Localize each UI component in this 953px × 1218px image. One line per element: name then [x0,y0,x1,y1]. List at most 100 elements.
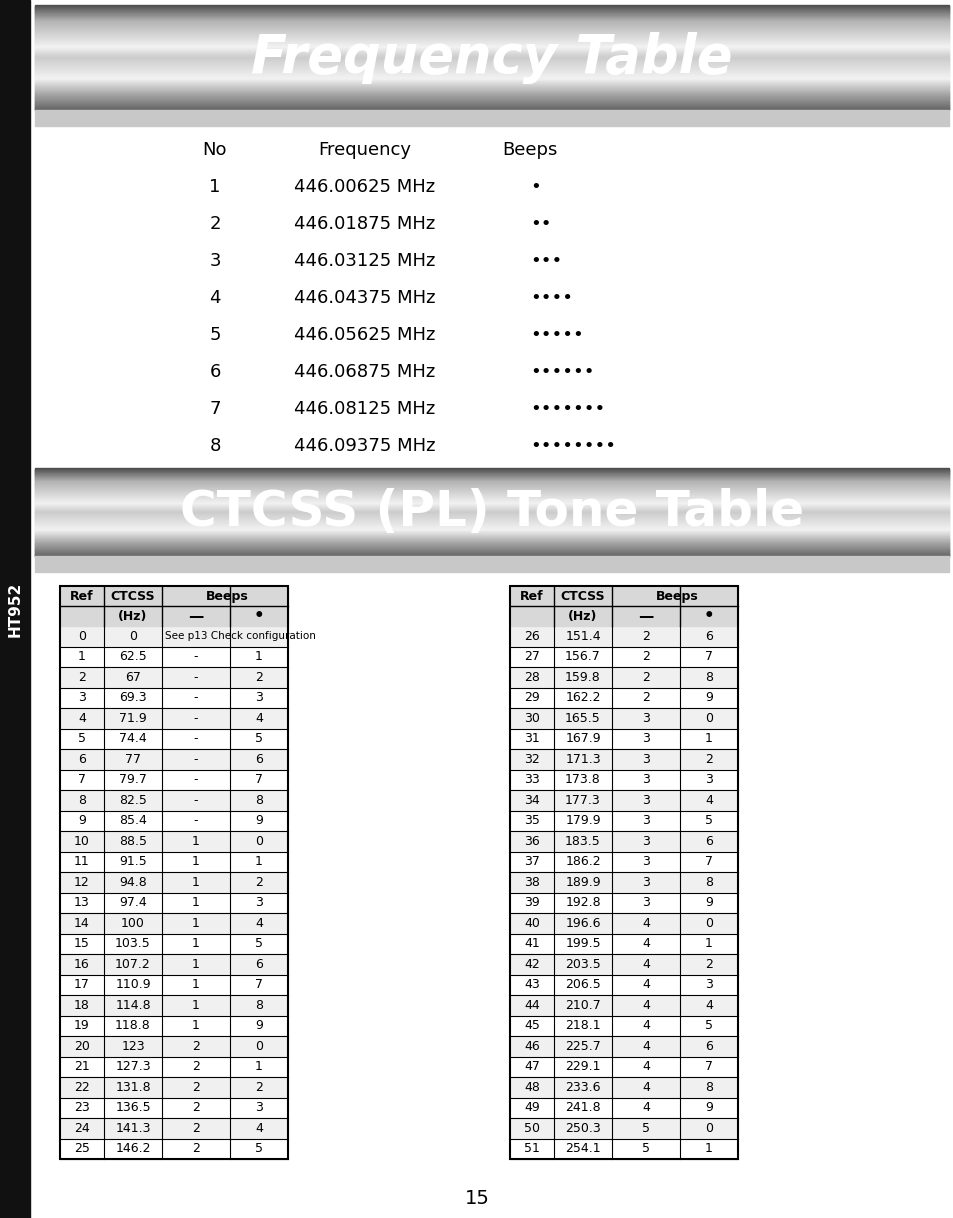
Bar [60,934,288,954]
Text: 7: 7 [704,855,712,868]
Text: 2: 2 [78,671,86,685]
Text: 3: 3 [641,732,649,745]
Bar [60,1057,288,1077]
Text: 21: 21 [74,1061,90,1073]
Text: 1: 1 [254,855,263,868]
Text: Beeps: Beeps [206,590,249,603]
Text: 91.5: 91.5 [119,855,147,868]
Text: 254.1: 254.1 [564,1142,600,1156]
Bar [60,667,288,688]
Bar [510,790,738,811]
Text: 446.08125 MHz: 446.08125 MHz [294,400,436,418]
Text: 4: 4 [641,1080,649,1094]
Text: 29: 29 [523,692,539,704]
Text: 42: 42 [523,957,539,971]
Text: 3: 3 [254,896,263,910]
Text: 17: 17 [74,978,90,991]
Bar [60,749,288,770]
Bar [60,831,288,851]
Text: 4: 4 [254,1122,263,1135]
Text: Ref: Ref [519,590,543,603]
Text: 5: 5 [704,1019,712,1033]
Text: 2: 2 [254,1080,263,1094]
Text: 94.8: 94.8 [119,876,147,889]
Text: 9: 9 [254,1019,263,1033]
Text: 100: 100 [121,917,145,931]
Text: 30: 30 [523,713,539,725]
Bar [510,995,738,1016]
Text: 1: 1 [192,855,200,868]
Text: 5: 5 [209,326,220,343]
Text: 7: 7 [254,978,263,991]
Text: 77: 77 [125,753,141,766]
Bar [60,974,288,995]
Bar [510,1016,738,1037]
Text: 1: 1 [192,836,200,848]
Text: •: • [530,178,540,196]
Bar [60,1097,288,1118]
Text: 9: 9 [254,815,263,827]
Bar [60,811,288,831]
Text: 9: 9 [78,815,86,827]
Text: 9: 9 [704,1101,712,1114]
Text: 6: 6 [704,1040,712,1052]
Text: 225.7: 225.7 [564,1040,600,1052]
Text: 31: 31 [523,732,539,745]
Text: 5: 5 [78,732,86,745]
Text: 41: 41 [523,938,539,950]
Text: 15: 15 [464,1189,489,1207]
Text: 24: 24 [74,1122,90,1135]
Bar [510,770,738,790]
Bar [510,708,738,728]
Text: 1: 1 [192,957,200,971]
Text: 79.7: 79.7 [119,773,147,787]
Text: 2: 2 [704,753,712,766]
Text: 3: 3 [641,815,649,827]
Bar [510,851,738,872]
Text: 2: 2 [254,671,263,685]
Text: CTCSS: CTCSS [111,590,155,603]
Text: 38: 38 [523,876,539,889]
Text: 446.03125 MHz: 446.03125 MHz [294,252,436,270]
Text: 159.8: 159.8 [564,671,600,685]
Text: 210.7: 210.7 [564,999,600,1012]
Text: 0: 0 [254,836,263,848]
Text: 4: 4 [78,713,86,725]
Bar [60,790,288,811]
Text: 3: 3 [254,1101,263,1114]
Text: 8: 8 [78,794,86,808]
Text: 8: 8 [254,794,263,808]
Text: 6: 6 [254,957,263,971]
Text: -: - [193,692,198,704]
Text: ••••: •••• [530,289,573,307]
Text: 103.5: 103.5 [115,938,151,950]
Bar [510,586,738,1160]
Text: 2: 2 [641,630,649,643]
Bar [60,1139,288,1160]
Text: 7: 7 [254,773,263,787]
Bar [60,688,288,708]
Text: 32: 32 [523,753,539,766]
Bar [60,914,288,934]
Text: 88.5: 88.5 [119,836,147,848]
Text: -: - [193,713,198,725]
Text: 8: 8 [209,437,220,456]
Bar [510,811,738,831]
Text: 4: 4 [254,713,263,725]
Text: 36: 36 [523,836,539,848]
Text: 25: 25 [74,1142,90,1156]
Text: 1: 1 [704,732,712,745]
Text: 97.4: 97.4 [119,896,147,910]
Text: 43: 43 [523,978,539,991]
Bar [60,1077,288,1097]
Text: 35: 35 [523,815,539,827]
Text: 34: 34 [523,794,539,808]
Text: 2: 2 [192,1061,200,1073]
Text: 9: 9 [704,896,712,910]
Text: 7: 7 [704,1061,712,1073]
Text: 19: 19 [74,1019,90,1033]
Text: 6: 6 [254,753,263,766]
Text: 62.5: 62.5 [119,650,147,664]
Bar [60,626,288,647]
Text: 2: 2 [641,692,649,704]
